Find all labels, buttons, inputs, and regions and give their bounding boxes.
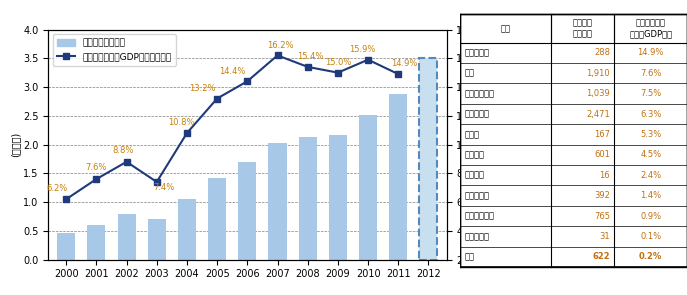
Text: ミャンマー: ミャンマー	[465, 232, 490, 241]
Text: 14.9%: 14.9%	[638, 48, 664, 58]
Text: ブルネイ: ブルネイ	[465, 171, 485, 180]
Text: 1.4%: 1.4%	[640, 191, 662, 200]
Text: 15.0%: 15.0%	[325, 58, 351, 67]
Y-axis label: (百万人): (百万人)	[10, 132, 20, 157]
Bar	[419, 58, 438, 260]
Text: 13.2%: 13.2%	[189, 84, 215, 93]
Text: 392: 392	[594, 191, 610, 200]
Text: 0.1%: 0.1%	[640, 232, 662, 241]
Text: 6.3%: 6.3%	[640, 109, 662, 119]
Text: 16: 16	[599, 171, 610, 180]
Legend: 来訪者数（左軸）, 国際観光収入対GDP比率（右軸）: 来訪者数（左軸）, 国際観光収入対GDP比率（右軸）	[53, 34, 176, 65]
Text: 765: 765	[594, 212, 610, 221]
Text: 1,039: 1,039	[586, 89, 610, 98]
Text: タイ: タイ	[465, 69, 475, 78]
Text: 8.8%: 8.8%	[113, 146, 134, 155]
Text: 16.2%: 16.2%	[267, 41, 294, 50]
Text: インドネシア: インドネシア	[465, 212, 495, 221]
Text: カンボジア: カンボジア	[465, 48, 490, 58]
Text: 167: 167	[594, 130, 610, 139]
Text: 15.4%: 15.4%	[297, 52, 324, 61]
FancyBboxPatch shape	[460, 14, 687, 267]
Text: 0.9%: 0.9%	[640, 212, 662, 221]
Text: 5.3%: 5.3%	[640, 130, 662, 139]
Bar	[178, 199, 196, 260]
Text: 7.6%: 7.6%	[86, 163, 107, 172]
Text: 1,910: 1,910	[586, 69, 610, 78]
Bar	[87, 225, 105, 260]
Text: 2.4%: 2.4%	[640, 171, 662, 180]
Text: 0.2%: 0.2%	[639, 252, 662, 261]
Bar	[148, 219, 166, 260]
Text: 7.6%: 7.6%	[640, 69, 662, 78]
Text: 4.5%: 4.5%	[640, 150, 662, 159]
Bar	[269, 143, 286, 260]
Text: マレーシア: マレーシア	[465, 109, 490, 119]
Text: フィリピン: フィリピン	[465, 191, 490, 200]
Text: 6.2%: 6.2%	[47, 184, 68, 194]
Text: ラオス: ラオス	[465, 130, 480, 139]
Text: 14.9%: 14.9%	[391, 59, 418, 68]
Text: 622: 622	[592, 252, 610, 261]
Text: 国名: 国名	[501, 24, 510, 33]
Bar	[359, 115, 377, 260]
Text: 601: 601	[594, 150, 610, 159]
Bar	[117, 214, 135, 260]
Text: ベトナム: ベトナム	[465, 150, 485, 159]
Text: 10.8%: 10.8%	[168, 118, 194, 127]
Bar	[390, 94, 407, 260]
Text: 日本: 日本	[465, 252, 475, 261]
Text: 288: 288	[594, 48, 610, 58]
Text: 14.4%: 14.4%	[219, 66, 245, 76]
Bar	[208, 178, 226, 260]
Text: 31: 31	[599, 232, 610, 241]
Text: 来訪者数
（万人）: 来訪者数 （万人）	[573, 19, 593, 38]
Text: 2,471: 2,471	[586, 109, 610, 119]
Bar	[299, 137, 317, 260]
Text: 国際観光収入
対名目GDP比率: 国際観光収入 対名目GDP比率	[629, 19, 673, 38]
Bar	[329, 135, 347, 260]
Bar	[238, 162, 256, 260]
Text: 15.9%: 15.9%	[349, 45, 375, 54]
Text: 7.5%: 7.5%	[640, 89, 662, 98]
Bar	[57, 233, 76, 260]
Text: 7.4%: 7.4%	[154, 183, 175, 192]
Text: シンガポール: シンガポール	[465, 89, 495, 98]
